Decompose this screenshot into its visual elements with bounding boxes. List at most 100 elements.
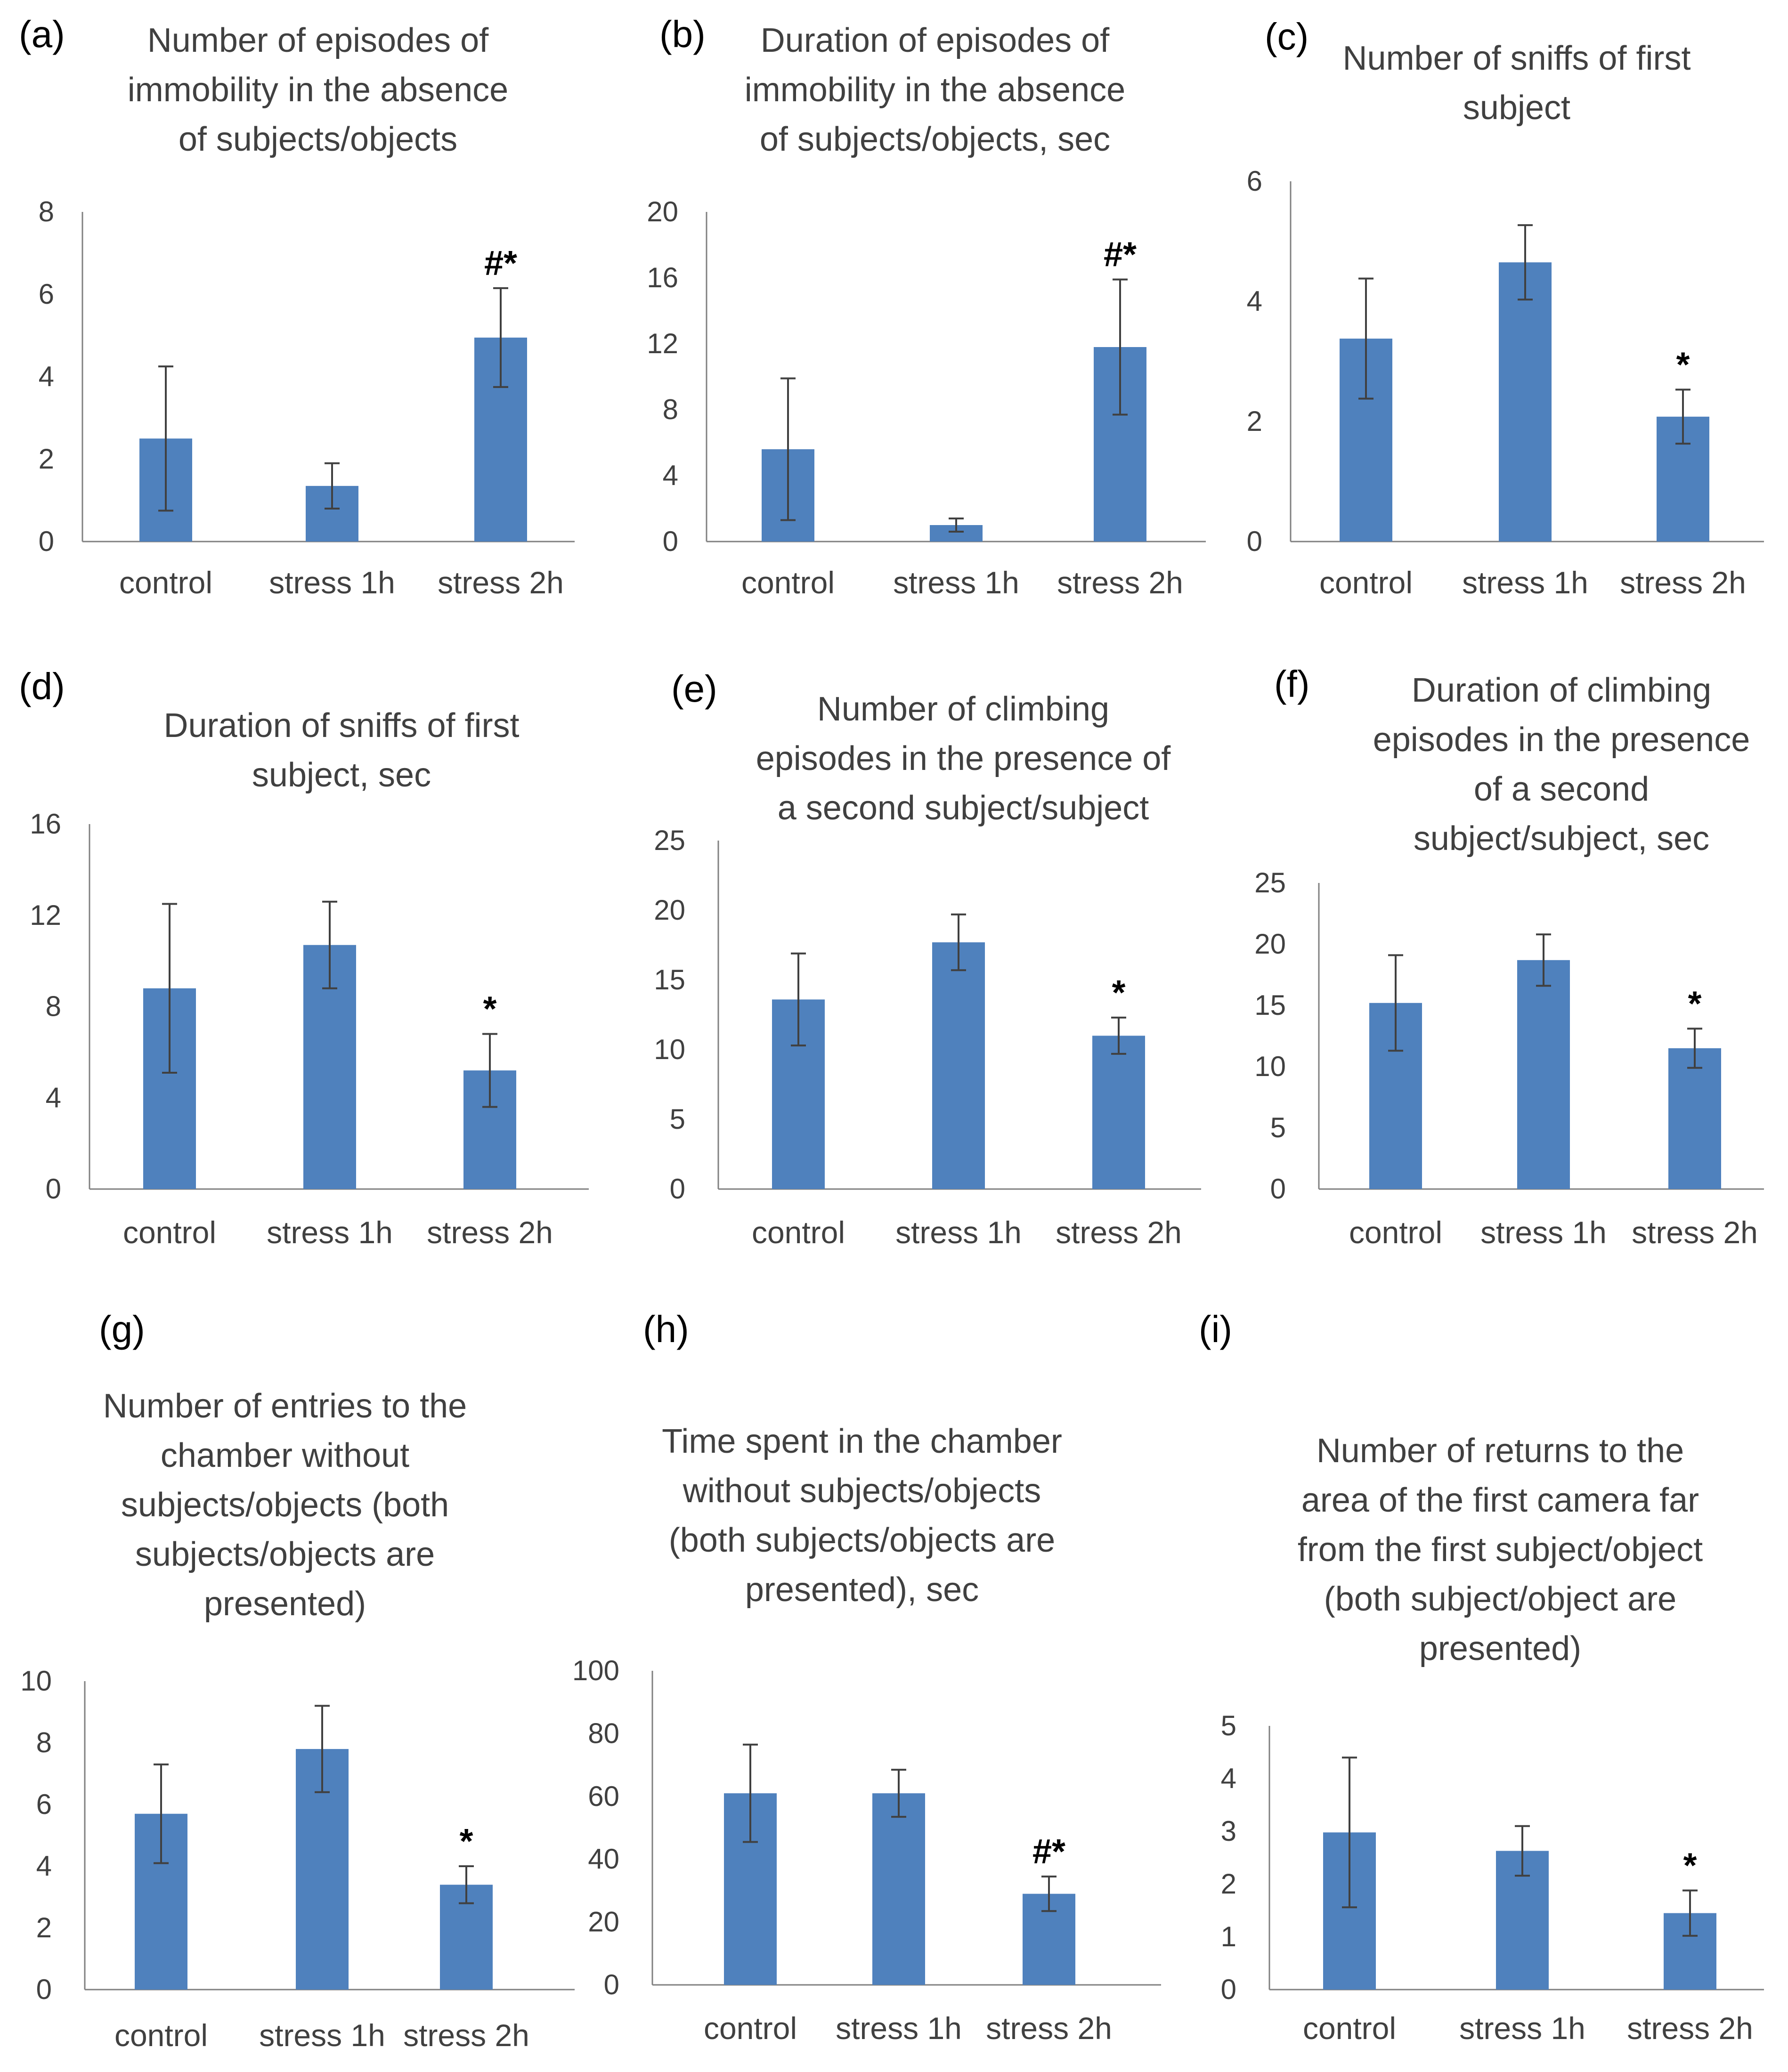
x-category-label: stress 2h xyxy=(986,2011,1112,2046)
y-tick-label: 25 xyxy=(1254,867,1286,898)
x-category-label: control xyxy=(1303,2011,1396,2046)
y-tick-label: 20 xyxy=(588,1906,619,1938)
chart-panel: (f) Duration of climbing episodes in the p… xyxy=(1254,663,1764,1250)
bar xyxy=(1517,960,1570,1189)
chart-panel: (h) Time spent in the chamber without subj… xyxy=(572,1308,1161,2046)
bar xyxy=(932,942,985,1189)
x-category-label: stress 2h xyxy=(427,1215,553,1250)
y-tick-label: 0 xyxy=(46,1173,61,1205)
y-tick-label: 4 xyxy=(663,460,678,491)
y-tick-label: 0 xyxy=(670,1173,685,1205)
y-tick-label: 6 xyxy=(36,1789,52,1820)
y-tick-label: 2 xyxy=(39,443,54,475)
chart-title-line: subject/subject, sec xyxy=(1414,820,1709,858)
y-tick-label: 8 xyxy=(36,1727,52,1758)
panel-label: (f) xyxy=(1274,663,1310,705)
y-tick-label: 4 xyxy=(1221,1763,1236,1794)
bar xyxy=(1092,1036,1145,1189)
x-category-label: stress 1h xyxy=(836,2011,962,2046)
chart-title-line: Number of entries to the xyxy=(103,1387,467,1425)
y-tick-label: 15 xyxy=(1254,989,1286,1021)
y-tick-label: 8 xyxy=(39,196,54,227)
x-category-label: stress 2h xyxy=(1627,2011,1753,2046)
panel-label: (g) xyxy=(99,1308,145,1350)
chart-title-line: subject, sec xyxy=(252,756,431,794)
x-category-label: stress 1h xyxy=(1480,1215,1607,1250)
chart-title-line: presented) xyxy=(204,1585,366,1623)
panel-label: (a) xyxy=(19,13,65,55)
panel-label: (b) xyxy=(659,13,706,55)
x-category-label: stress 1h xyxy=(893,565,1019,600)
chart-title-line: area of the first camera far xyxy=(1301,1481,1699,1519)
panel-label: (h) xyxy=(643,1308,689,1350)
y-tick-label: 6 xyxy=(1247,165,1262,197)
chart-title-line: immobility in the absence xyxy=(128,71,508,109)
chart-title-line: presented), sec xyxy=(745,1571,979,1609)
y-tick-label: 4 xyxy=(46,1082,61,1113)
x-category-label: control xyxy=(704,2011,797,2046)
x-category-label: stress 1h xyxy=(267,1215,393,1250)
y-tick-label: 5 xyxy=(1270,1112,1286,1143)
y-tick-label: 8 xyxy=(663,394,678,425)
y-tick-label: 12 xyxy=(647,328,678,359)
x-category-label: control xyxy=(123,1215,216,1250)
chart-title-line: Time spent in the chamber xyxy=(662,1423,1062,1460)
y-tick-label: 15 xyxy=(654,964,685,996)
chart-title-line: episodes in the presence xyxy=(1373,721,1750,759)
chart-title-line: (both subjects/objects are xyxy=(669,1522,1055,1559)
chart-title-line: (both subject/object are xyxy=(1324,1580,1676,1618)
chart-panel: (a) Number of episodes of immobility in th… xyxy=(19,13,575,600)
y-tick-label: 16 xyxy=(647,262,678,293)
y-tick-label: 10 xyxy=(654,1034,685,1065)
x-category-label: stress 2h xyxy=(438,565,564,600)
y-tick-label: 10 xyxy=(1254,1051,1286,1082)
y-tick-label: 0 xyxy=(39,526,54,557)
chart-title-line: presented) xyxy=(1419,1630,1581,1667)
chart-panel: (i) Number of returns to the area of the f… xyxy=(1199,1308,1764,2046)
panel-label: (e) xyxy=(671,668,717,710)
x-category-label: stress 1h xyxy=(895,1215,1022,1250)
chart-title-line: of subjects/objects xyxy=(179,121,457,158)
chart-panel: (g) Number of entries to the chamber witho… xyxy=(20,1308,575,2053)
significance-marker: #* xyxy=(1104,235,1137,274)
chart-title-line: subject xyxy=(1463,89,1570,127)
y-tick-label: 20 xyxy=(647,196,678,227)
y-tick-label: 20 xyxy=(654,894,685,926)
y-tick-label: 5 xyxy=(670,1103,685,1135)
y-tick-label: 20 xyxy=(1254,928,1286,960)
y-tick-label: 100 xyxy=(572,1655,619,1686)
y-tick-label: 0 xyxy=(36,1974,52,2005)
significance-marker: #* xyxy=(484,243,517,283)
chart-panel: (b) Duration of episodes of immobility in … xyxy=(647,13,1206,600)
chart-title-line: a second subject/subject xyxy=(778,789,1149,827)
x-category-label: control xyxy=(741,565,835,600)
significance-marker: #* xyxy=(1032,1832,1065,1871)
bar xyxy=(1668,1048,1721,1189)
chart-title-line: Duration of episodes of xyxy=(761,22,1110,59)
x-category-label: stress 1h xyxy=(269,565,395,600)
significance-marker: * xyxy=(1676,345,1690,384)
y-tick-label: 12 xyxy=(30,899,61,931)
y-tick-label: 6 xyxy=(39,278,54,310)
chart-panel: (d) Duration of sniffs of first subject, s… xyxy=(19,665,589,1250)
x-category-label: control xyxy=(1319,565,1413,600)
chart-title-line: Number of sniffs of first xyxy=(1343,40,1691,77)
chart-title-line: Number of episodes of xyxy=(147,22,489,59)
y-tick-label: 2 xyxy=(1221,1868,1236,1900)
x-category-label: control xyxy=(114,2018,208,2053)
x-category-label: stress 1h xyxy=(1459,2011,1585,2046)
x-category-label: stress 2h xyxy=(1056,1215,1182,1250)
chart-panel: (c) Number of sniffs of first subject 0 2 4 6 c… xyxy=(1247,16,1764,600)
x-category-label: stress 2h xyxy=(1620,565,1746,600)
x-category-label: control xyxy=(119,565,212,600)
bar xyxy=(872,1793,925,1985)
significance-marker: * xyxy=(1112,973,1126,1012)
x-category-label: stress 2h xyxy=(1632,1215,1758,1250)
chart-title-line: immobility in the absence xyxy=(745,71,1125,109)
significance-marker: * xyxy=(460,1821,473,1861)
y-tick-label: 8 xyxy=(46,991,61,1022)
x-category-label: stress 2h xyxy=(1057,565,1183,600)
y-tick-label: 0 xyxy=(1221,1974,1236,2005)
x-category-label: stress 2h xyxy=(403,2018,529,2053)
